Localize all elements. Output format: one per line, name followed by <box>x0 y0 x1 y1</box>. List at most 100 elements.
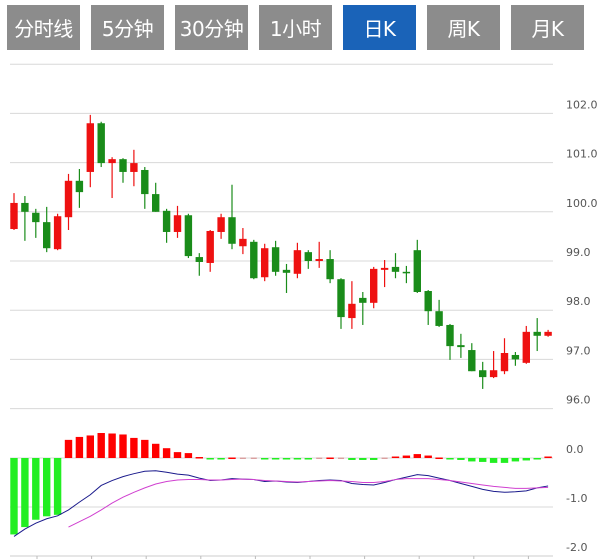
macd-bar <box>533 458 541 460</box>
candle-body <box>184 215 193 257</box>
candle-body <box>391 266 400 272</box>
macd-bar <box>250 457 257 459</box>
candle <box>457 333 465 358</box>
candle <box>141 167 149 209</box>
macd-bar <box>435 457 443 460</box>
macd-bar <box>141 439 149 458</box>
price-tick-label: 96.0 <box>566 394 591 407</box>
macd-bar <box>184 453 193 458</box>
candle <box>86 114 94 188</box>
candle <box>32 208 40 238</box>
candle-body <box>86 123 94 172</box>
candle-body <box>21 202 29 212</box>
candle-body <box>53 216 62 250</box>
candle <box>206 230 214 272</box>
candle-body <box>468 350 476 372</box>
tab-monthly-k[interactable]: 月K <box>511 5 584 50</box>
candle <box>293 242 302 279</box>
price-tick-label: 97.0 <box>566 344 591 357</box>
macd-bar <box>152 443 160 458</box>
tab-daily-k[interactable]: 日K <box>343 5 416 50</box>
candle-body <box>271 247 280 272</box>
macd-tick-label: 0.0 <box>566 443 584 456</box>
candle-body <box>533 331 541 336</box>
macd-bar <box>162 448 171 458</box>
candle-body <box>293 250 302 274</box>
candle <box>250 239 258 280</box>
price-tick-label: 102.0 <box>566 98 598 111</box>
tab-weekly-k[interactable]: 周K <box>427 5 500 50</box>
candle <box>130 149 138 187</box>
candle <box>500 338 509 375</box>
candle <box>370 266 378 309</box>
candle-body <box>424 291 432 312</box>
candle-body <box>261 248 269 278</box>
candle-body <box>489 370 498 378</box>
candle-body <box>413 250 421 292</box>
candle <box>43 206 51 253</box>
macd-bar <box>217 458 225 460</box>
candle-body <box>326 259 334 280</box>
candle <box>184 213 193 259</box>
candle <box>511 352 520 366</box>
candle-body <box>108 159 116 164</box>
macd-tick-label: -2.0 <box>566 541 587 554</box>
dea-line <box>68 478 549 528</box>
macd-bar <box>130 437 138 458</box>
macd-bar <box>338 457 344 459</box>
price-tick-label: 100.0 <box>566 197 598 210</box>
candle-body <box>43 222 51 249</box>
price-tick-label: 98.0 <box>566 295 591 308</box>
macd-bar <box>413 454 421 458</box>
candle <box>359 291 367 325</box>
macd-bar <box>424 455 432 458</box>
candle <box>315 241 323 268</box>
candle-body <box>435 311 443 326</box>
candle <box>468 343 476 372</box>
candle <box>391 253 400 279</box>
candle-body <box>195 257 203 262</box>
candle <box>380 260 389 288</box>
macd-bar <box>119 434 127 458</box>
macd-bar <box>10 458 18 535</box>
macd-bar <box>43 458 51 517</box>
candle-body <box>10 202 18 230</box>
tab-intraday[interactable]: 分时线 <box>7 5 80 50</box>
candle <box>282 263 291 293</box>
macd-bar <box>271 458 280 460</box>
candle-body <box>337 279 345 318</box>
candle-body <box>457 345 465 348</box>
candle <box>75 168 84 208</box>
candle <box>544 329 552 337</box>
candle <box>239 228 247 255</box>
candle <box>64 173 73 231</box>
candle <box>21 196 29 241</box>
candle-body <box>402 271 411 274</box>
macd-bar <box>75 436 84 458</box>
tab-30min[interactable]: 30分钟 <box>175 5 248 50</box>
macd-bar <box>500 458 509 463</box>
candle-body <box>479 370 487 378</box>
macd-tick-label: -1.0 <box>566 492 587 505</box>
tab-5min[interactable]: 5分钟 <box>91 5 164 50</box>
candle <box>108 157 116 199</box>
price-tick-label: 101.0 <box>566 148 598 161</box>
macd-bar <box>479 458 487 462</box>
macd-bar <box>446 458 454 460</box>
candle-body <box>250 241 258 279</box>
macd-bar <box>64 439 73 458</box>
macd-bar <box>239 457 246 459</box>
macd-bar <box>457 458 465 460</box>
candle-body <box>75 180 84 193</box>
tab-1hour[interactable]: 1小时 <box>259 5 332 50</box>
macd-bar <box>359 458 367 460</box>
macd-bar <box>316 457 323 459</box>
candle-body <box>370 268 378 303</box>
candle-body <box>522 331 530 363</box>
candle-body <box>380 267 389 270</box>
candle <box>479 361 487 389</box>
candle-body <box>119 159 127 172</box>
candle <box>304 250 312 269</box>
candle-body <box>64 180 73 218</box>
